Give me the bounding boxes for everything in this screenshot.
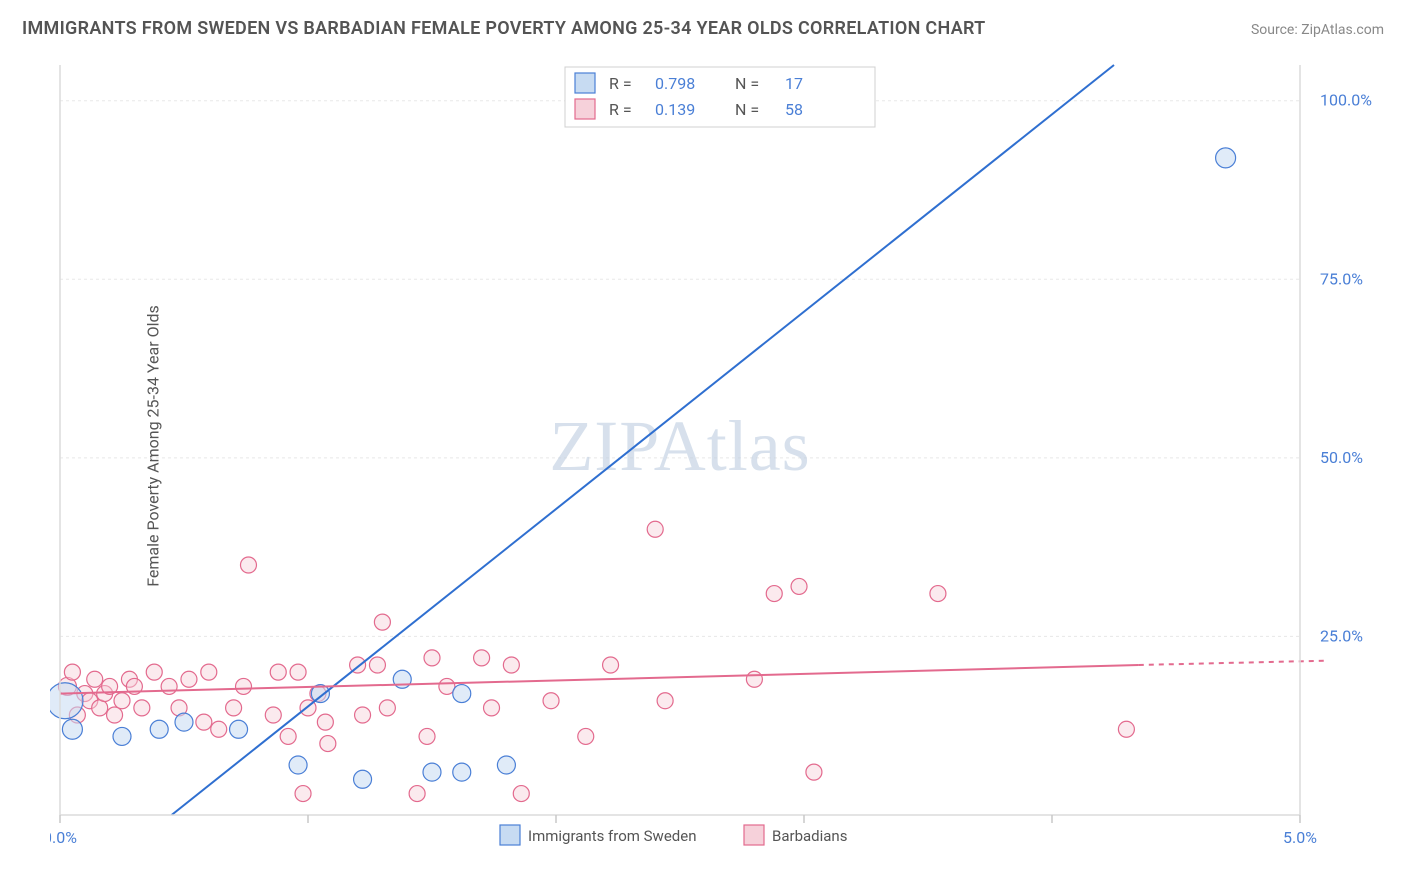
data-point	[503, 657, 519, 673]
y-tick-label: 100.0%	[1320, 91, 1372, 110]
data-point	[175, 713, 193, 731]
stat-n-label: N =	[735, 100, 759, 119]
data-point	[196, 714, 212, 730]
stat-n-value: 17	[785, 74, 803, 93]
x-tick-label: 0.0%	[50, 828, 77, 847]
data-point	[354, 770, 372, 788]
legend-label: Immigrants from Sweden	[528, 827, 696, 845]
stat-swatch	[575, 99, 595, 119]
data-point	[236, 678, 252, 694]
stat-n-value: 58	[785, 100, 803, 119]
data-point	[107, 707, 123, 723]
data-point	[647, 521, 663, 537]
data-point	[134, 700, 150, 716]
data-point	[290, 664, 306, 680]
data-point	[320, 736, 336, 752]
data-point	[806, 764, 822, 780]
data-point	[379, 700, 395, 716]
data-point	[474, 650, 490, 666]
data-point	[766, 586, 782, 602]
data-point	[230, 720, 248, 738]
legend-label: Barbadians	[772, 827, 847, 845]
y-tick-label: 50.0%	[1320, 448, 1363, 467]
stat-r-label: R =	[609, 100, 632, 119]
data-point	[226, 700, 242, 716]
regression-line	[60, 665, 1139, 694]
data-point	[280, 728, 296, 744]
data-point	[87, 671, 103, 687]
data-point	[603, 657, 619, 673]
stat-n-label: N =	[735, 74, 759, 93]
data-point	[270, 664, 286, 680]
data-point	[92, 700, 108, 716]
y-tick-label: 75.0%	[1320, 269, 1363, 288]
data-point	[513, 786, 529, 802]
scatter-plot-svg: 25.0% 50.0% 75.0% 100.0% ZIPAtlas 0.0% 5.0% R =…	[50, 55, 1390, 855]
data-point	[114, 693, 130, 709]
data-point	[484, 700, 500, 716]
stat-swatch	[575, 73, 595, 93]
x-tick-label: 5.0%	[1283, 828, 1317, 847]
data-point	[746, 671, 762, 687]
y-tick-label: 25.0%	[1320, 626, 1363, 645]
data-point	[64, 664, 80, 680]
data-point	[453, 685, 471, 703]
data-point	[240, 557, 256, 573]
correlation-chart: IMMIGRANTS FROM SWEDEN VS BARBADIAN FEMA…	[0, 0, 1406, 892]
data-point	[424, 650, 440, 666]
legend-swatch	[744, 825, 764, 845]
data-point	[578, 728, 594, 744]
data-point	[409, 786, 425, 802]
source-label: Source: ZipAtlas.com	[1251, 22, 1384, 38]
data-point	[150, 720, 168, 738]
stat-r-value: 0.139	[655, 100, 695, 119]
data-point	[161, 678, 177, 694]
data-point	[453, 763, 471, 781]
data-point	[1118, 721, 1134, 737]
data-point	[497, 756, 515, 774]
regression-line-extrapolated	[1139, 661, 1325, 665]
data-point	[419, 728, 435, 744]
regression-line	[172, 65, 1114, 815]
data-point	[201, 664, 217, 680]
data-point	[374, 614, 390, 630]
data-point	[543, 693, 559, 709]
data-point	[289, 756, 307, 774]
data-point	[1216, 148, 1236, 168]
data-point	[265, 707, 281, 723]
data-point	[791, 578, 807, 594]
data-point	[423, 763, 441, 781]
data-point	[355, 707, 371, 723]
data-point	[930, 586, 946, 602]
data-point	[113, 727, 131, 745]
chart-title: IMMIGRANTS FROM SWEDEN VS BARBADIAN FEMA…	[22, 18, 986, 39]
watermark: ZIPAtlas	[549, 406, 810, 486]
data-point	[211, 721, 227, 737]
data-point	[181, 671, 197, 687]
legend-swatch	[500, 825, 520, 845]
data-point	[317, 714, 333, 730]
data-point	[369, 657, 385, 673]
stat-r-value: 0.798	[655, 74, 695, 93]
data-point	[657, 693, 673, 709]
data-point	[62, 719, 82, 739]
data-point	[146, 664, 162, 680]
stat-r-label: R =	[609, 74, 632, 93]
data-point	[295, 786, 311, 802]
data-point	[50, 683, 83, 719]
